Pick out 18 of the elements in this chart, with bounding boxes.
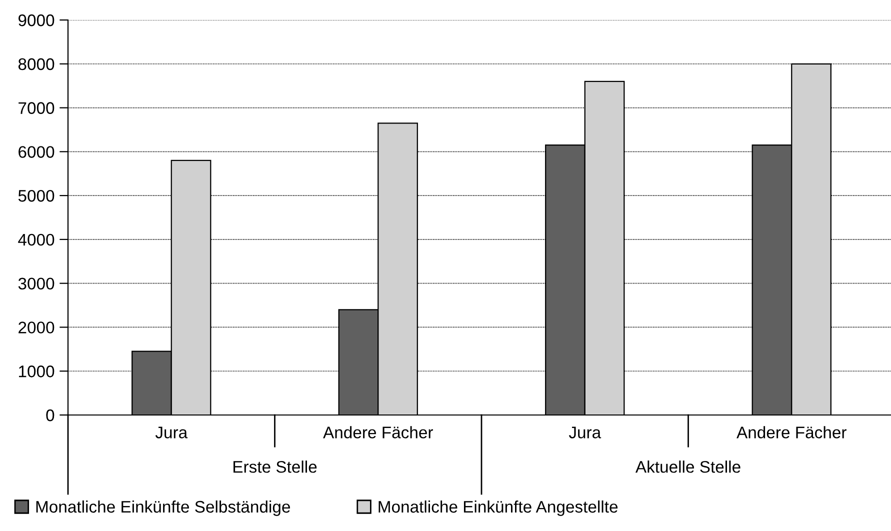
y-tick-label: 8000 xyxy=(18,58,54,70)
y-tick-label: 0 xyxy=(46,409,54,422)
legend-label: Monatliche Einkünfte Selbständige xyxy=(36,500,290,516)
y-tick-label: 3000 xyxy=(18,278,54,290)
text: Aktuelle Stelle xyxy=(635,460,740,473)
y-tick-label: 1000 xyxy=(19,366,54,378)
y-tick-label: 2000 xyxy=(18,322,54,334)
text: Erste Stelle xyxy=(234,460,317,473)
x-tick-label: Andere Fächer xyxy=(736,426,846,438)
y-tick-label: 6000 xyxy=(18,146,54,158)
y-tick-label: 9000 xyxy=(18,14,54,26)
y-tick-label: 5000 xyxy=(18,190,54,202)
y-tick-label: 4000 xyxy=(18,234,54,246)
legend-label: Monatliche Einkünfte Angestellte xyxy=(378,500,618,516)
x-tick-label: Andere Fächer xyxy=(323,426,433,438)
y-tick-label: 7000 xyxy=(18,102,54,114)
x-tick-label: Jura xyxy=(155,426,188,438)
x-tick-label: Jura xyxy=(568,426,602,438)
